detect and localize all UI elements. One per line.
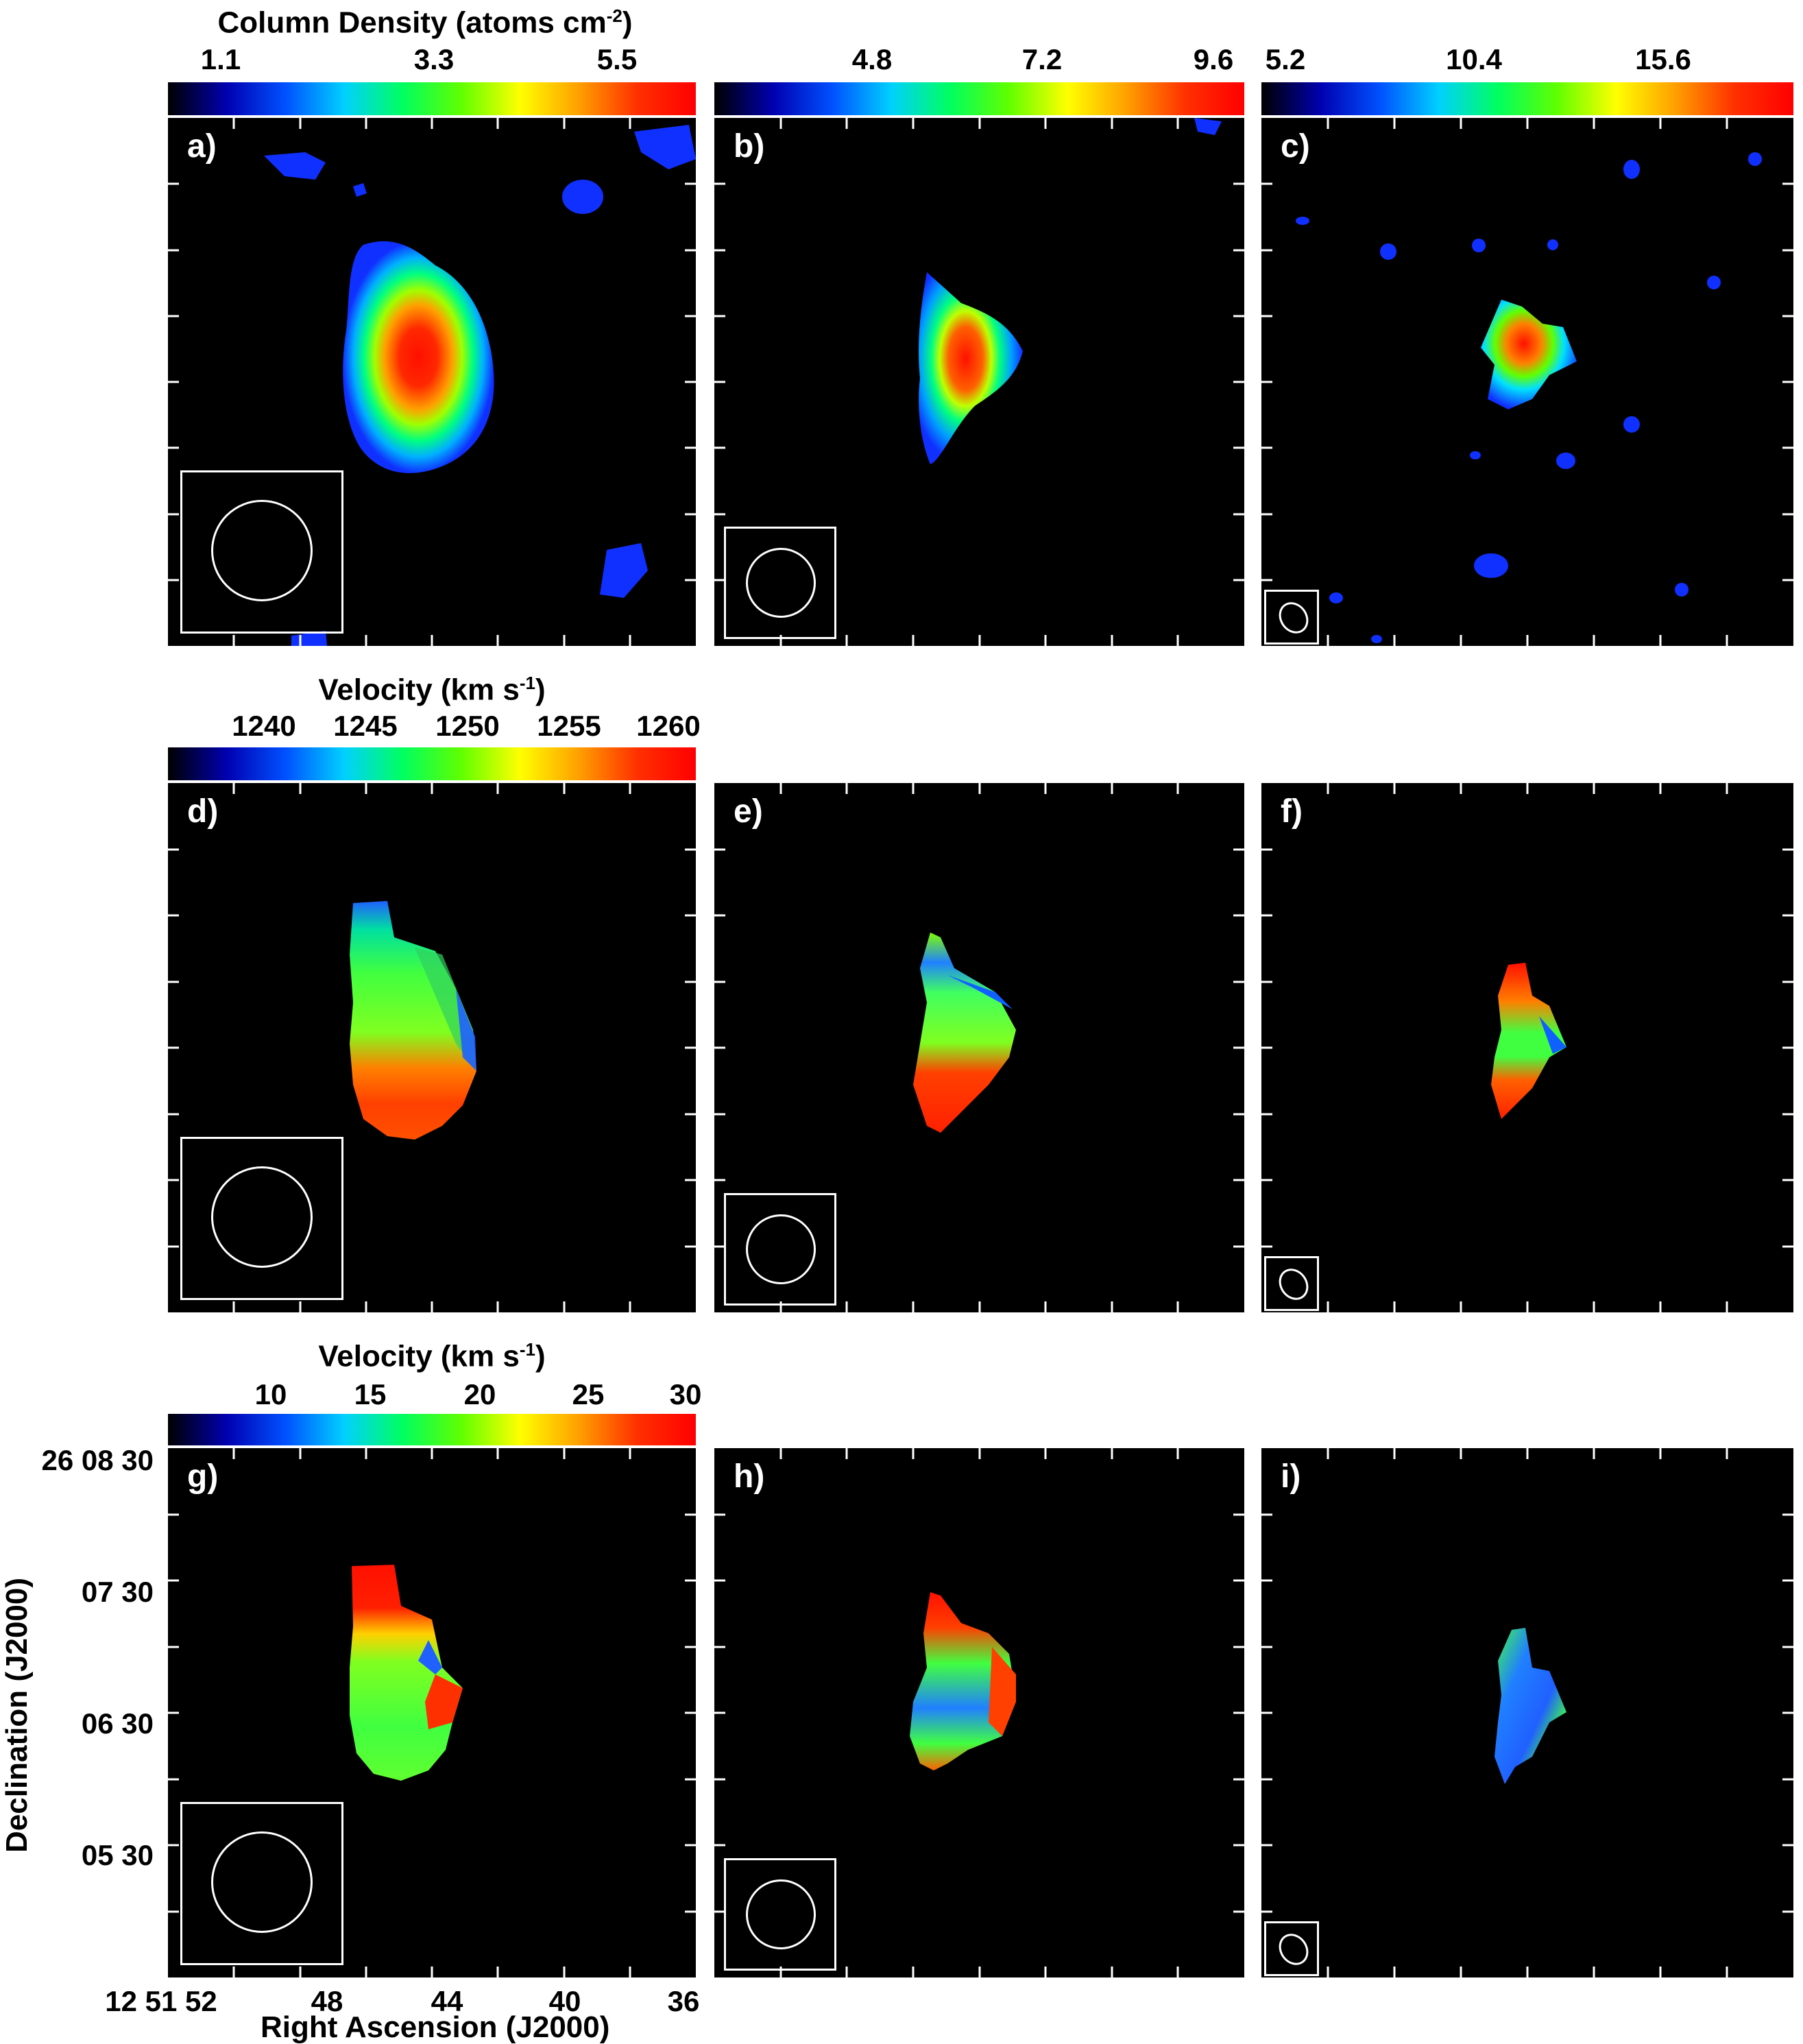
beam-g xyxy=(211,1831,313,1933)
ylabel: Declination (J2000) xyxy=(0,1577,34,1853)
beam-box-a xyxy=(180,470,343,634)
colorbar-d-tick: 1260 xyxy=(636,710,701,742)
colorbar-c-tick: 15.6 xyxy=(1635,43,1691,75)
panel-a-image xyxy=(168,118,696,646)
beam-box-g xyxy=(180,1802,343,1965)
panel-e: e) xyxy=(714,783,1244,1312)
panel-f-image xyxy=(1261,783,1793,1312)
panel-b: b) xyxy=(714,118,1244,646)
colorbar-a-tick: 1.1 xyxy=(200,43,241,75)
panel-f: f) xyxy=(1261,783,1793,1312)
colorbar-g-tick: 15 xyxy=(354,1378,387,1410)
panel-h-image xyxy=(714,1448,1244,1977)
panel-i: i) xyxy=(1261,1448,1793,1977)
beam-box-c xyxy=(1264,590,1319,645)
beam-b xyxy=(746,548,816,618)
panel-c: c) xyxy=(1261,118,1793,646)
colorbar-title-velocity: Velocity (km s-1) xyxy=(318,673,546,707)
beam-box-h xyxy=(724,1858,836,1971)
panel-e-image xyxy=(714,783,1244,1312)
beam-box-e xyxy=(724,1193,836,1306)
colorbar-title-dispersion: Velocity (km s-1) xyxy=(318,1339,546,1373)
colorbar-a-tick: 3.3 xyxy=(413,43,455,75)
beam-box-d xyxy=(180,1137,343,1300)
colorbar-c xyxy=(1261,82,1793,115)
colorbar-d-tick: 1240 xyxy=(232,710,296,742)
panel-i-label: i) xyxy=(1281,1458,1301,1495)
colorbar-b-tick: 9.6 xyxy=(1193,43,1234,75)
panel-g: g) xyxy=(168,1448,696,1977)
xtick: 36 xyxy=(667,1985,700,2017)
colorbar-a-tick: 5.5 xyxy=(596,43,638,75)
beam-h xyxy=(746,1879,816,1949)
panel-c-image xyxy=(1261,118,1793,646)
beam-box-f xyxy=(1264,1256,1319,1311)
colorbar-title-column-density: Column Density (atoms cm-2) xyxy=(217,5,633,40)
beam-e xyxy=(746,1214,816,1284)
colorbar-d-tick: 1245 xyxy=(333,710,398,742)
panel-a: a) xyxy=(168,118,696,646)
ytick: 05 30 xyxy=(81,1839,154,1871)
panel-b-image xyxy=(714,118,1244,646)
panel-e-label: e) xyxy=(734,793,763,830)
ytick: 06 30 xyxy=(81,1707,154,1740)
panel-d-image xyxy=(168,783,696,1312)
xtick: 12 51 52 xyxy=(105,1985,217,2017)
beam-a xyxy=(211,500,313,601)
colorbar-a xyxy=(168,82,696,115)
colorbar-b-tick: 7.2 xyxy=(1021,43,1063,75)
panel-a-label: a) xyxy=(187,128,217,165)
panel-f-label: f) xyxy=(1281,793,1303,830)
colorbar-c-tick: 10.4 xyxy=(1446,43,1502,75)
beam-box-i xyxy=(1264,1921,1319,1976)
colorbar-d-tick: 1250 xyxy=(435,710,500,742)
panel-h: h) xyxy=(714,1448,1244,1977)
ytick: 26 08 30 xyxy=(41,1444,154,1476)
panel-b-label: b) xyxy=(734,128,765,165)
panel-g-label: g) xyxy=(187,1458,219,1495)
colorbar-b xyxy=(714,82,1244,115)
xlabel: Right Ascension (J2000) xyxy=(261,2010,610,2044)
ytick: 07 30 xyxy=(81,1576,154,1608)
panel-h-label: h) xyxy=(734,1458,765,1495)
colorbar-g-tick: 10 xyxy=(254,1378,287,1410)
xtick: 40 xyxy=(548,1985,581,2017)
colorbar-g-tick: 30 xyxy=(669,1378,702,1410)
colorbar-velocity xyxy=(168,747,696,780)
panel-d: d) xyxy=(168,783,696,1312)
panel-i-image xyxy=(1261,1448,1793,1977)
colorbar-g-tick: 25 xyxy=(572,1378,605,1410)
panel-c-label: c) xyxy=(1281,128,1310,165)
xtick: 44 xyxy=(431,1985,463,2017)
colorbar-g-tick: 20 xyxy=(463,1378,496,1410)
panel-g-image xyxy=(168,1448,696,1977)
colorbar-c-tick: 5.2 xyxy=(1265,43,1306,75)
beam-d xyxy=(211,1166,313,1268)
beam-box-b xyxy=(724,527,836,639)
colorbar-d-tick: 1255 xyxy=(537,710,601,742)
panel-d-label: d) xyxy=(187,793,219,830)
xtick: 48 xyxy=(311,1985,343,2017)
colorbar-dispersion xyxy=(168,1414,696,1447)
colorbar-b-tick: 4.8 xyxy=(851,43,893,75)
